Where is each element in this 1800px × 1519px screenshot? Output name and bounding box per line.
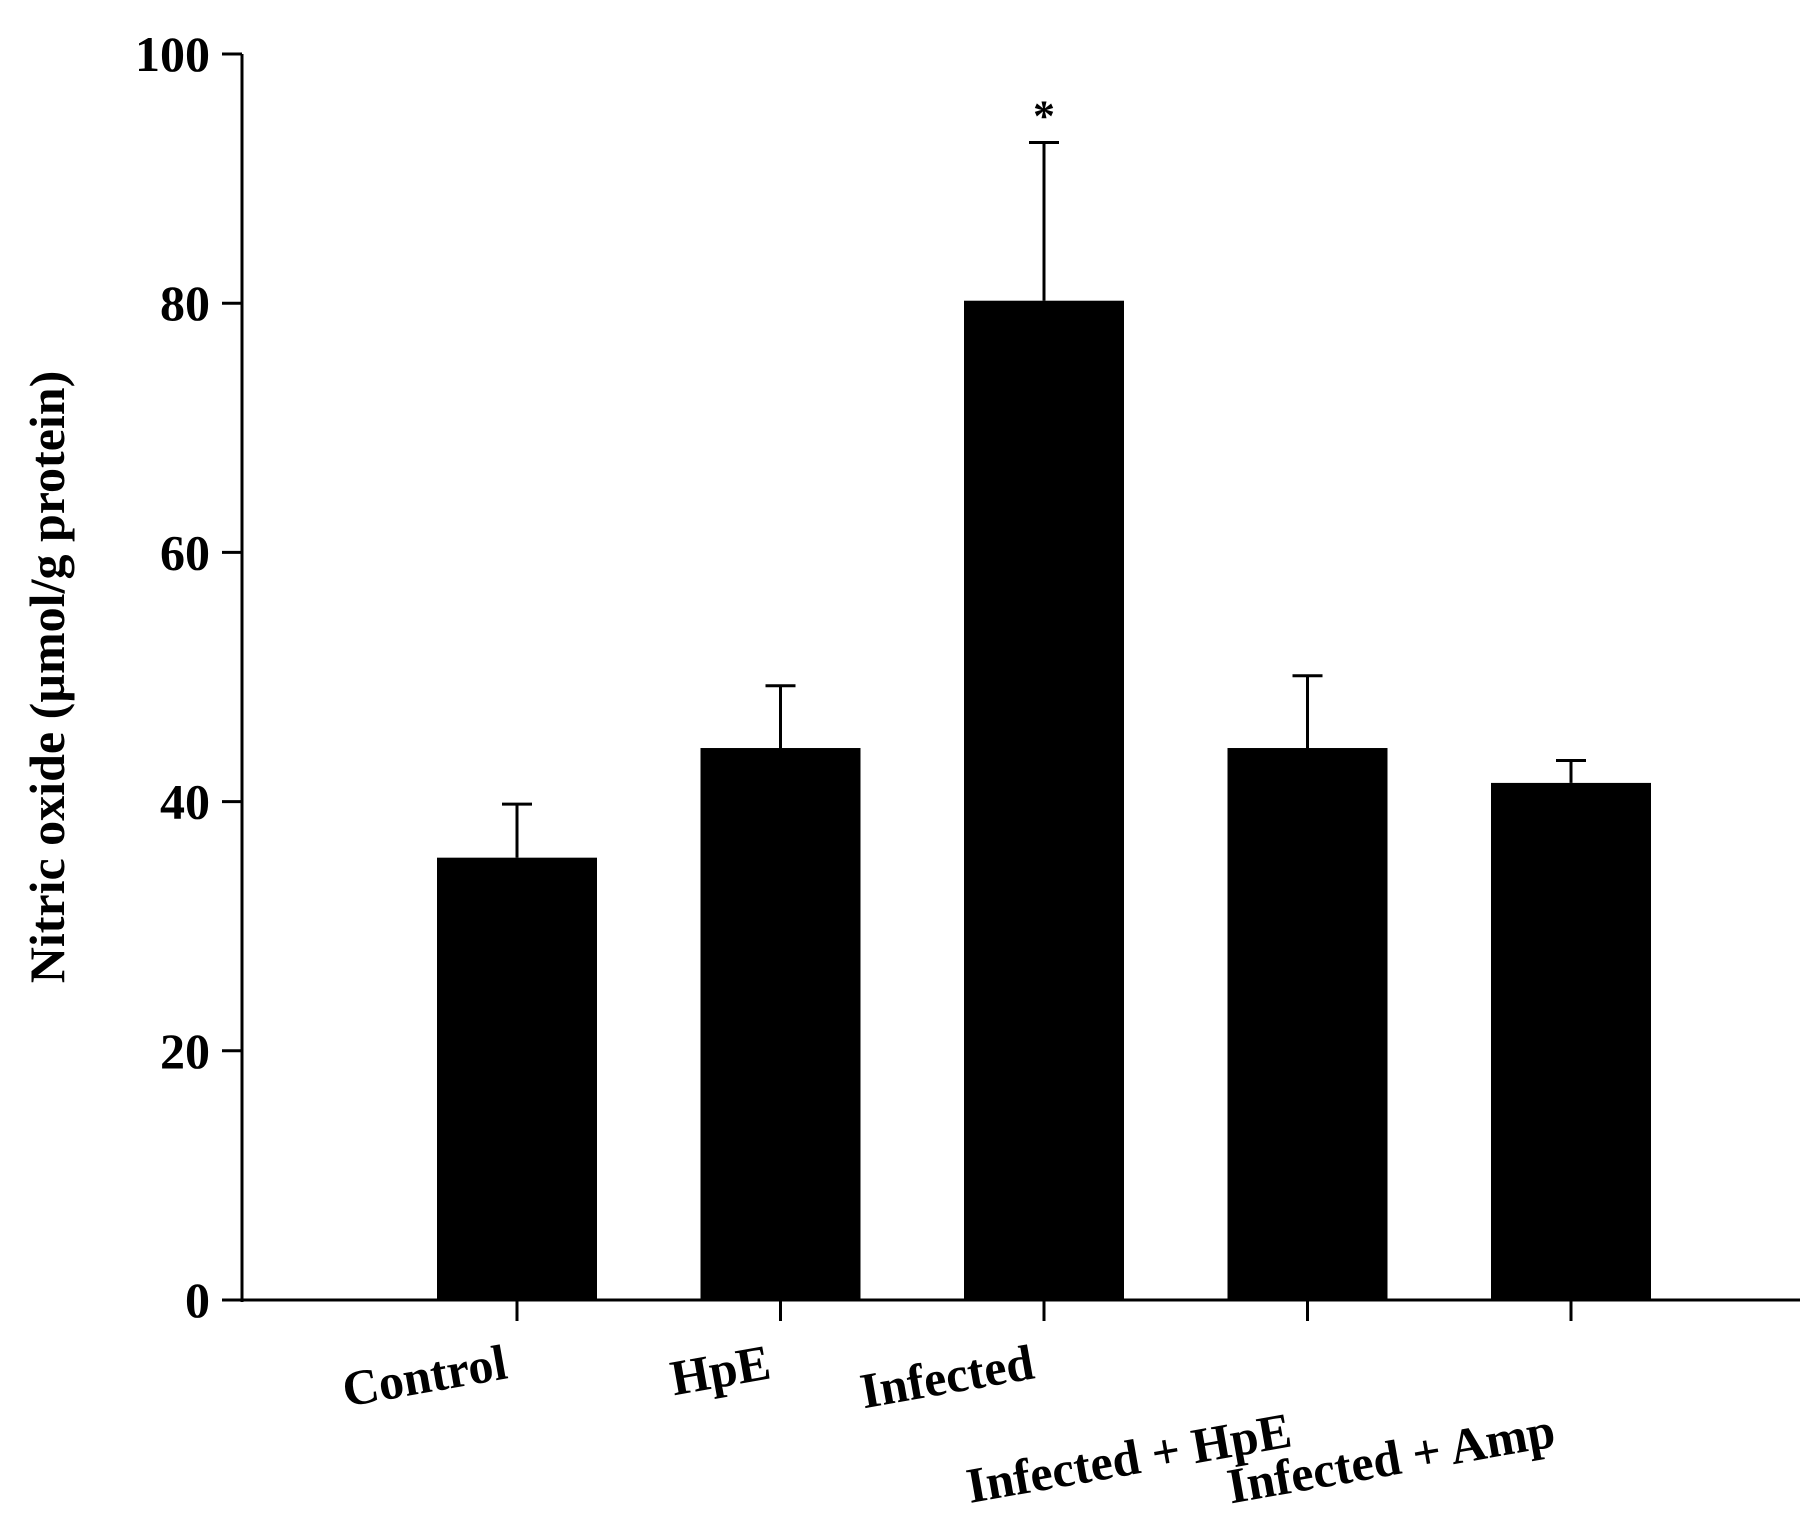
y-tick-label-100: 100 [135,26,210,82]
y-tick-label-60: 60 [160,524,210,580]
y-tick-label-0: 0 [185,1272,210,1328]
bars-group [437,300,1651,1300]
bar-infected-amp [1491,782,1651,1300]
bar-hpe [700,748,861,1300]
error-bars-group [502,140,1586,858]
bar-infected-hpe [1227,748,1388,1300]
y-tick-label-40: 40 [160,774,210,830]
axes-group [222,52,1800,1321]
y-tick-label-20: 20 [160,1023,210,1079]
x-tick-label-1: Control [338,1334,511,1418]
x-tick-label-2: HpE [666,1334,774,1407]
bar-infected [964,300,1124,1300]
bar-control [437,857,597,1300]
x-tick-label-3: Infected [856,1334,1038,1420]
y-axis-title: Nitric oxide (µmol/g protein) [19,371,75,984]
y-tick-label-80: 80 [160,275,210,331]
significance-marker: * [1033,91,1055,140]
